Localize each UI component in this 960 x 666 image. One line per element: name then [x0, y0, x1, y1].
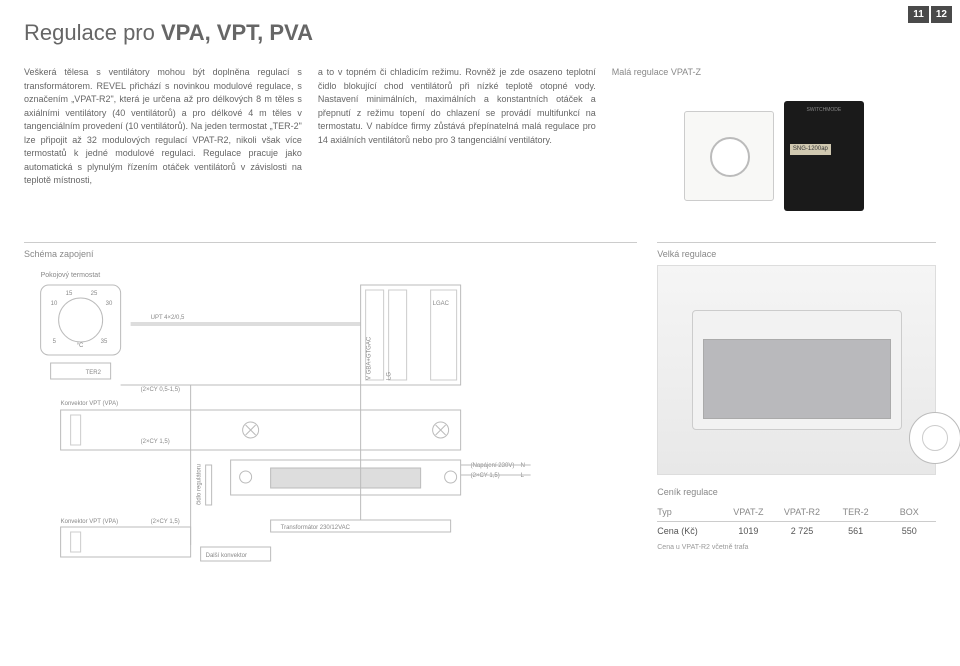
- svg-text:V GBA+GTGAC: V GBA+GTGAC: [367, 336, 373, 380]
- svg-text:10: 10: [51, 301, 58, 307]
- big-reg-photo: [657, 265, 936, 475]
- svg-text:(2×CY 0,5-1,5): (2×CY 0,5-1,5): [141, 387, 180, 393]
- svg-text:(Napájení 230V): (Napájení 230V): [471, 463, 515, 469]
- svg-text:N: N: [521, 463, 525, 469]
- schema-box: Schéma zapojení Pokojový termostat 10 15…: [24, 242, 637, 565]
- big-reg-box: Velká regulace: [657, 242, 936, 475]
- hdr-3: TER-2: [829, 507, 883, 517]
- val-4: 550: [882, 526, 936, 536]
- svg-text:Transformátor 230/12VAC: Transformátor 230/12VAC: [281, 525, 351, 531]
- hdr-2: VPAT-R2: [775, 507, 829, 517]
- svg-text:L: L: [521, 473, 525, 479]
- small-reg-photo: SWITCHMODE SNG-1200ap: [612, 86, 936, 226]
- svg-text:LG: LG: [387, 371, 393, 379]
- title-bold: VPA, VPT, PVA: [161, 20, 313, 45]
- svg-text:UPT 4×2/0,5: UPT 4×2/0,5: [151, 315, 185, 321]
- big-reg-label: Velká regulace: [657, 249, 936, 259]
- svg-text:LGAC: LGAC: [433, 301, 450, 307]
- schema-row: Schéma zapojení Pokojový termostat 10 15…: [0, 234, 960, 565]
- body-col-1: Veškerá tělesa s ventilátory mohou být d…: [24, 66, 302, 226]
- schema-left: Schéma zapojení Pokojový termostat 10 15…: [24, 238, 637, 565]
- val-2: 2 725: [775, 526, 829, 536]
- price-table: Ceník regulace Typ VPAT-Z VPAT-R2 TER-2 …: [657, 487, 936, 551]
- svg-text:(2×CY 1,5): (2×CY 1,5): [141, 439, 170, 445]
- hdr-1: VPAT-Z: [722, 507, 776, 517]
- svg-text:Konvektor VPT (VPA): Konvektor VPT (VPA): [61, 401, 118, 407]
- enclosure-dial: [909, 412, 960, 464]
- page-num-2: 12: [931, 6, 952, 23]
- price-label: Ceník regulace: [657, 487, 936, 497]
- small-regulation-block: Malá regulace VPAT-Z SWITCHMODE SNG-1200…: [612, 66, 936, 226]
- small-reg-label: Malá regulace VPAT-Z: [612, 66, 936, 80]
- price-note: Cena u VPAT-R2 včetně trafa: [657, 544, 936, 551]
- val-1: 1019: [722, 526, 776, 536]
- hdr-typ: Typ: [657, 507, 721, 517]
- val-3: 561: [829, 526, 883, 536]
- thermostat-knob: [710, 137, 750, 177]
- thermostat-device: [684, 111, 774, 201]
- adapter-label: SNG-1200ap: [790, 144, 831, 155]
- svg-text:25: 25: [91, 291, 98, 297]
- title-prefix: Regulace pro: [24, 20, 161, 45]
- content-row: Veškerá tělesa s ventilátory mohou být d…: [0, 46, 960, 234]
- page-numbers: 11 12: [906, 6, 952, 23]
- schema-right: Velká regulace Ceník regulace Typ VPAT-Z…: [657, 238, 936, 565]
- svg-text:TER2: TER2: [86, 370, 102, 376]
- svg-text:5: 5: [53, 339, 57, 345]
- svg-text:°C: °C: [77, 343, 84, 349]
- schema-label: Schéma zapojení: [24, 249, 637, 259]
- svg-text:15: 15: [66, 291, 73, 297]
- svg-text:(2×CY 1,5): (2×CY 1,5): [471, 473, 500, 479]
- row-label: Cena (Kč): [657, 526, 721, 536]
- body-col-2: a to v topném či chladicím režimu. Rovně…: [318, 66, 596, 226]
- price-header: Typ VPAT-Z VPAT-R2 TER-2 BOX: [657, 503, 936, 522]
- svg-text:(2×CY 1,5): (2×CY 1,5): [151, 519, 180, 525]
- page-num-1: 11: [908, 6, 929, 23]
- svg-text:čidlo regulátoru: čidlo regulátoru: [197, 463, 203, 504]
- page-title: Regulace pro VPA, VPT, PVA: [0, 0, 960, 46]
- power-adapter: SWITCHMODE SNG-1200ap: [784, 101, 864, 211]
- svg-text:Další konvektor: Další konvektor: [206, 553, 247, 559]
- wiring-diagram: Pokojový termostat 10 15 25 30 5 °C 35 T…: [24, 265, 637, 565]
- enclosure-door: [703, 339, 891, 419]
- enclosure: [692, 310, 902, 430]
- hdr-4: BOX: [882, 507, 936, 517]
- svg-text:30: 30: [106, 301, 113, 307]
- svg-text:Konvektor VPT (VPA): Konvektor VPT (VPA): [61, 519, 118, 525]
- svg-text:35: 35: [101, 339, 108, 345]
- price-row: Cena (Kč) 1019 2 725 561 550: [657, 522, 936, 540]
- thermo-label: Pokojový termostat: [41, 272, 101, 279]
